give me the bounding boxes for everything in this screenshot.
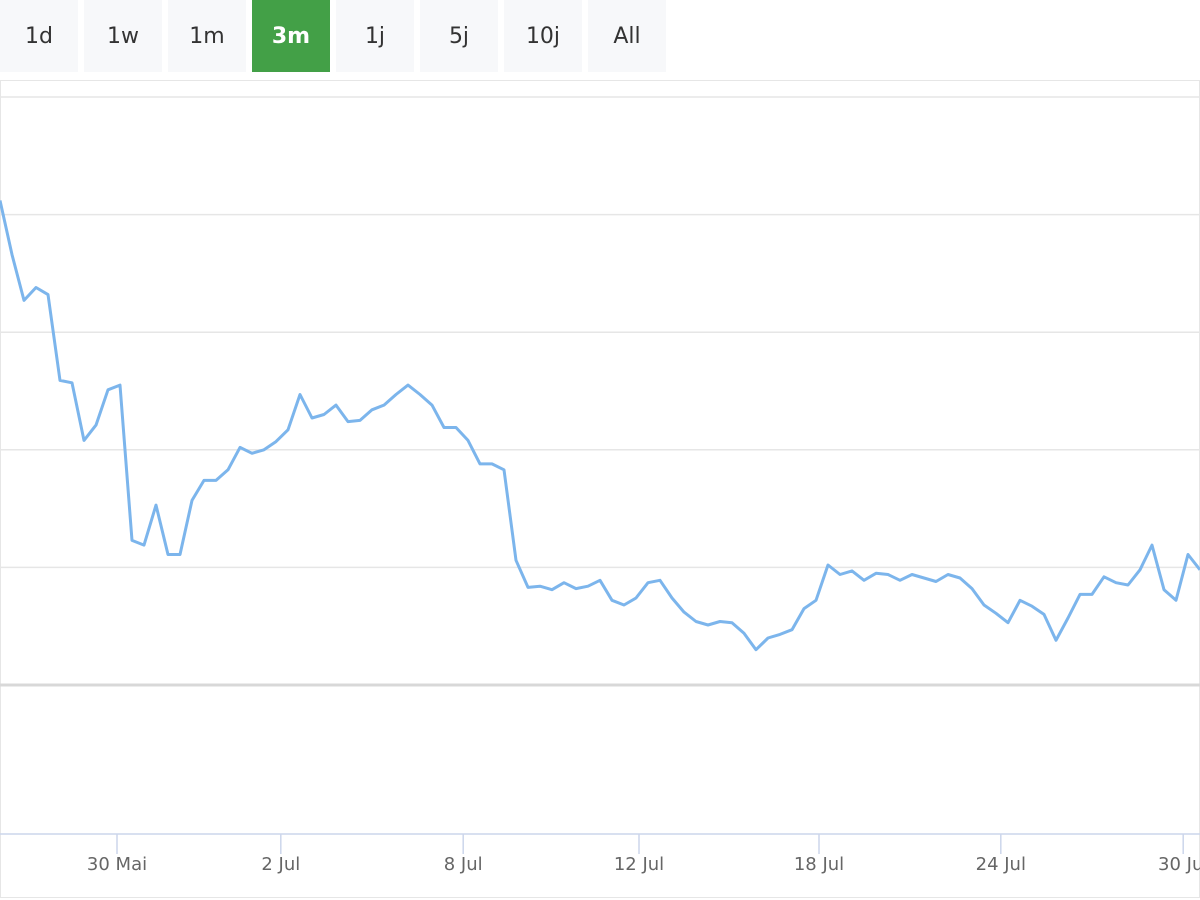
range-button[interactable]: 3m	[252, 0, 330, 72]
plot-area: 30 Mai 2 Jul 8 Jul 12 Jul 18 Jul 24 Jul 30 Jul	[0, 96, 1200, 875]
range-button[interactable]: 1m	[168, 0, 246, 72]
x-tick-label: 8 Jul	[444, 854, 483, 875]
button-bg[interactable]	[504, 0, 582, 72]
button-label[interactable]: 1m	[189, 24, 224, 49]
button-label[interactable]: 10j	[526, 24, 560, 49]
x-tick-label: 24 Jul	[976, 854, 1026, 875]
range-button[interactable]: 10j	[504, 0, 582, 72]
button-bg[interactable]	[168, 0, 246, 72]
range-button[interactable]: All	[588, 0, 666, 72]
button-bg[interactable]	[336, 0, 414, 72]
button-label[interactable]: 1w	[107, 24, 139, 49]
button-bg[interactable]	[0, 0, 78, 72]
range-selector: 1d 1w 1m 3m 1j 5j 10j All	[0, 0, 666, 72]
range-button[interactable]: 1j	[336, 0, 414, 72]
price-line	[0, 200, 1200, 652]
x-tick-label: 30 Jul	[1158, 854, 1200, 875]
button-bg[interactable]	[588, 0, 666, 72]
x-tick-label: 30 Mai	[87, 854, 147, 875]
button-label[interactable]: 1j	[365, 24, 385, 49]
button-bg[interactable]	[420, 0, 498, 72]
x-tick-label: 12 Jul	[614, 854, 664, 875]
button-label[interactable]: All	[613, 24, 640, 49]
x-tick-label: 2 Jul	[261, 854, 300, 875]
range-button[interactable]: 1d	[0, 0, 78, 72]
range-button[interactable]: 1w	[84, 0, 162, 72]
button-label[interactable]: 1d	[25, 24, 53, 49]
button-label[interactable]: 5j	[449, 24, 469, 49]
button-label[interactable]: 3m	[272, 24, 310, 49]
button-bg[interactable]	[84, 0, 162, 72]
range-button[interactable]: 5j	[420, 0, 498, 72]
chart-frame	[0, 80, 1200, 898]
button-bg[interactable]	[252, 0, 330, 72]
x-tick-label: 18 Jul	[794, 854, 844, 875]
